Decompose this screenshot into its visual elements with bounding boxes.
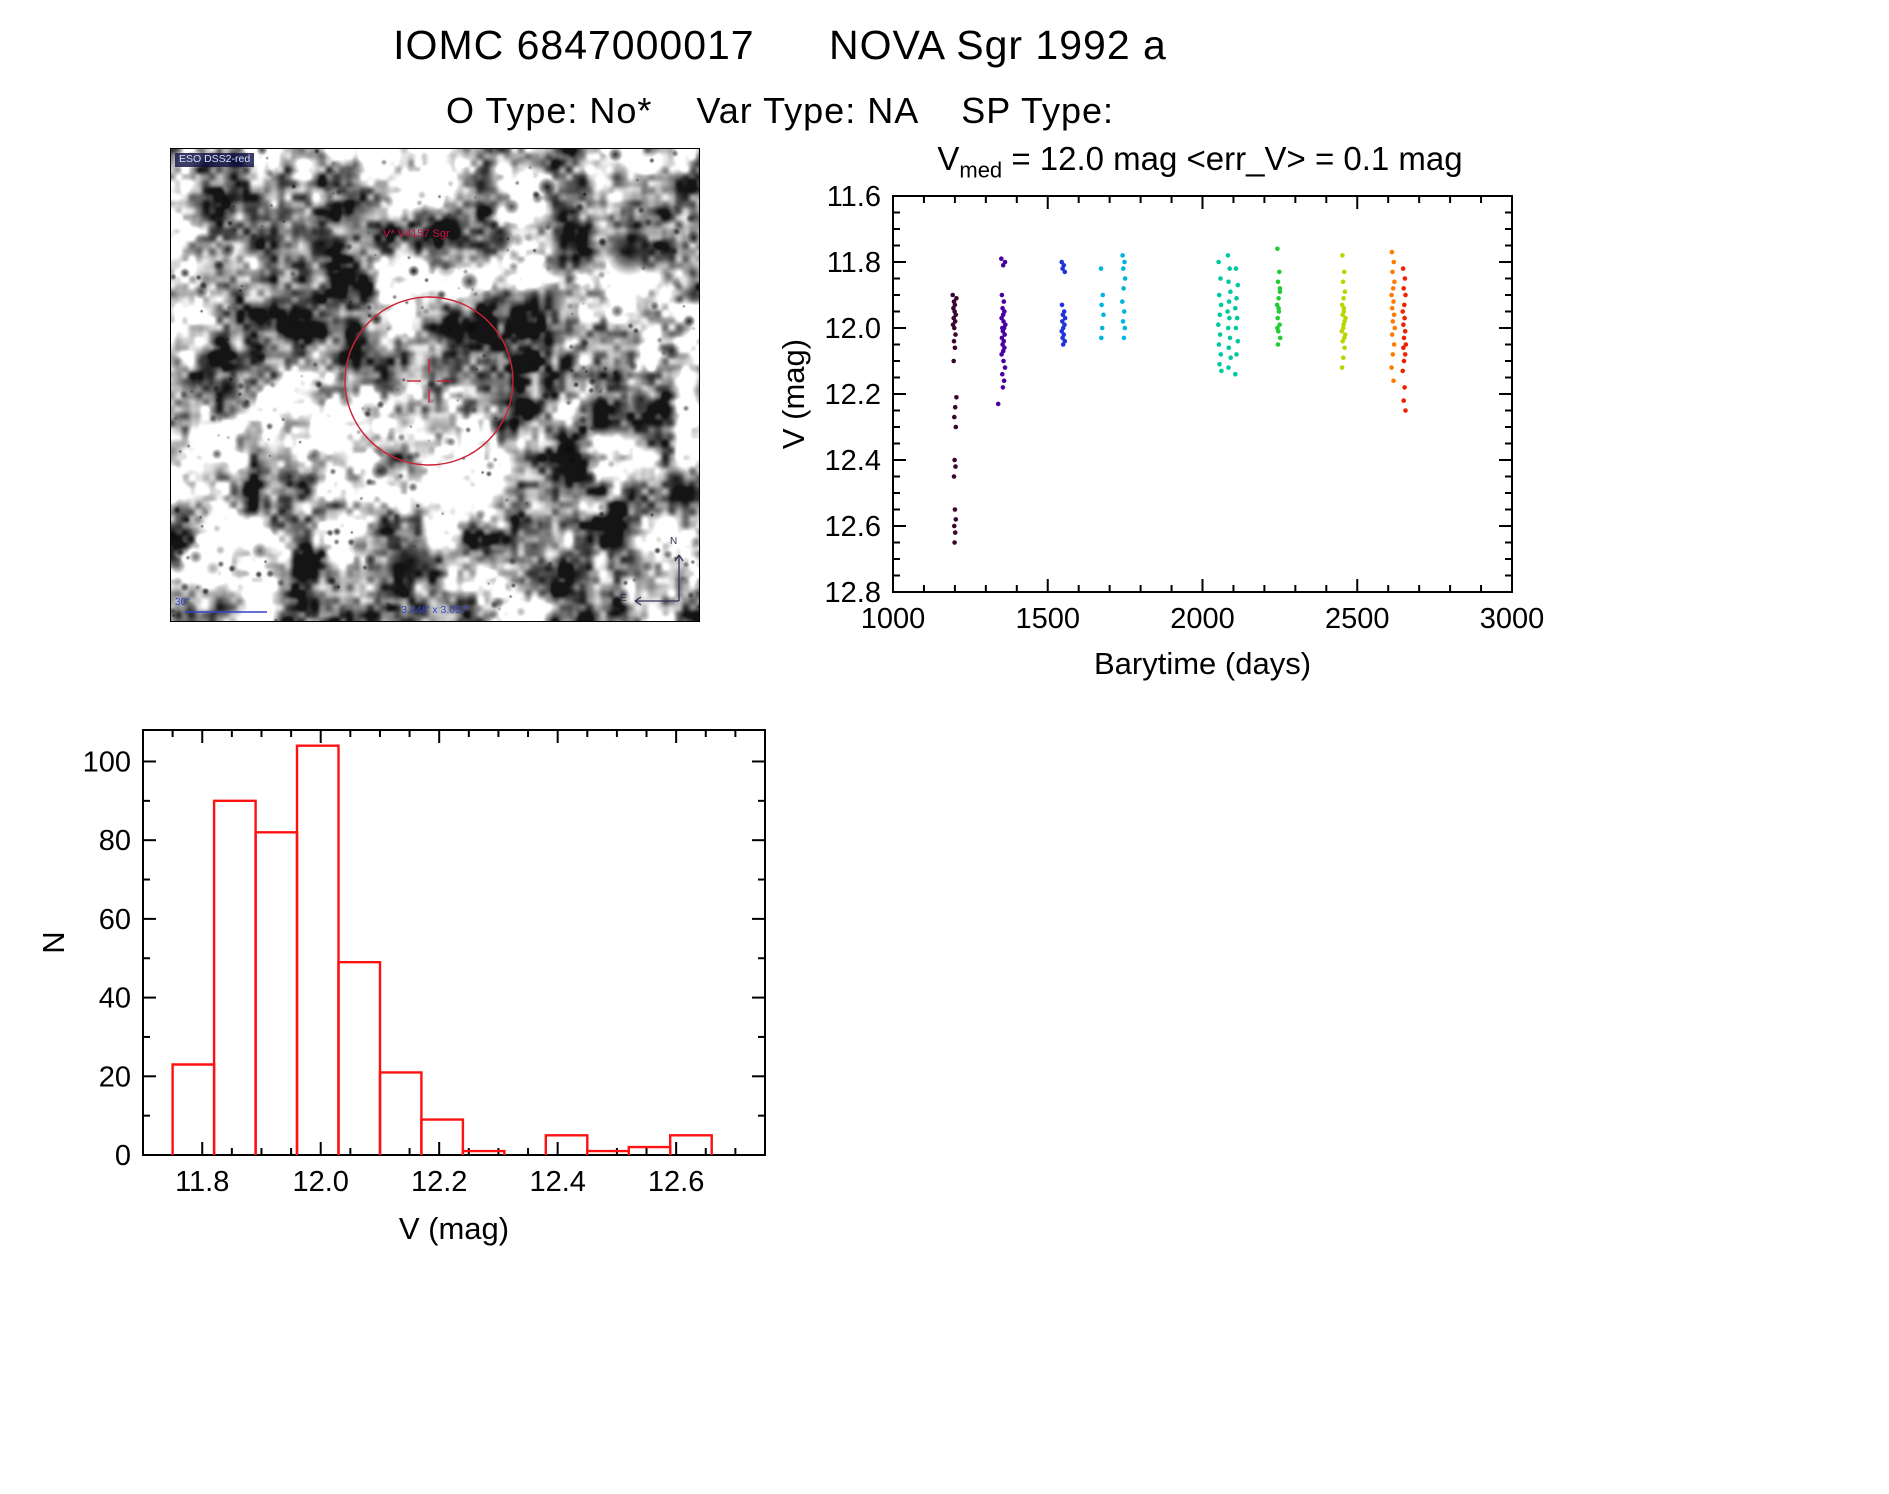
svg-text:1500: 1500 — [1015, 603, 1080, 635]
lightcurve-tick-labels: 1000 1500 2000 2500 3000 11.6 11.8 12.0 12.2 12.4… — [825, 181, 1545, 635]
fov-size-label: 3.448' x 3.057' — [401, 604, 469, 617]
svg-text:1000: 1000 — [861, 603, 926, 635]
page-subtitle: O Type: No* Var Type: NA SP Type: — [446, 90, 1114, 131]
lightcurve-xlabel: Barytime (days) — [1094, 646, 1311, 681]
lightcurve-title-rest: = 12.0 mag <err_V> = 0.1 mag — [1002, 140, 1463, 177]
svg-text:2500: 2500 — [1325, 603, 1390, 635]
target-circle-marker — [344, 296, 514, 466]
histogram-xlabel: V (mag) — [399, 1211, 509, 1246]
svg-text:20: 20 — [99, 1061, 131, 1093]
histogram-bars — [171, 744, 713, 1155]
lightcurve-title: Vmed = 12.0 mag <err_V> = 0.1 mag — [870, 140, 1530, 184]
svg-text:11.6: 11.6 — [827, 181, 881, 213]
lightcurve-plot: 1000 1500 2000 2500 3000 11.6 11.8 12.0 12.2 12.4… — [776, 181, 1545, 681]
svg-text:12.2: 12.2 — [411, 1166, 467, 1198]
compass-east-label: E — [620, 593, 627, 604]
svg-text:12.4: 12.4 — [529, 1166, 585, 1198]
svg-text:12.0: 12.0 — [825, 313, 881, 345]
svg-text:80: 80 — [99, 825, 131, 857]
lightcurve-title-main: V — [937, 140, 960, 177]
lightcurve-axes — [892, 195, 1513, 593]
svg-text:3000: 3000 — [1480, 603, 1545, 635]
histogram-tick-labels: 11.8 12.0 12.2 12.4 12.6 0 20 40 60 80 100 — [83, 746, 705, 1198]
survey-label: ESO DSS2-red — [175, 153, 255, 167]
lightcurve-points — [950, 246, 1409, 545]
star-name-label: V* V4157 Sgr — [383, 228, 450, 240]
svg-text:12.8: 12.8 — [825, 577, 881, 609]
lightcurve-title-sub: med — [959, 157, 1003, 183]
svg-text:11.8: 11.8 — [175, 1166, 229, 1198]
histogram-ylabel: N — [40, 931, 71, 953]
compass-north-label: N — [670, 536, 678, 547]
svg-text:12.6: 12.6 — [825, 511, 881, 543]
svg-text:12.0: 12.0 — [292, 1166, 348, 1198]
finding-chart: ESO DSS2-red V* V4157 Sgr 3.448' x 3.057… — [170, 148, 700, 622]
svg-text:12.4: 12.4 — [825, 445, 881, 477]
svg-text:11.8: 11.8 — [827, 247, 881, 279]
svg-text:2000: 2000 — [1170, 603, 1235, 635]
histogram-plot: 11.8 12.0 12.2 12.4 12.6 0 20 40 60 80 100 V (mag) N — [40, 729, 766, 1246]
svg-text:40: 40 — [99, 983, 131, 1015]
starfield-image — [171, 149, 699, 621]
finding-chart-overlay — [185, 296, 684, 613]
lightcurve-ylabel: V (mag) — [776, 339, 811, 449]
page-title: IOMC 6847000017 NOVA Sgr 1992 a — [393, 22, 1167, 68]
svg-text:100: 100 — [83, 746, 131, 778]
scale-bar-label: 30" — [175, 597, 190, 608]
svg-text:0: 0 — [115, 1140, 131, 1172]
compass-icon — [634, 554, 684, 606]
svg-text:12.2: 12.2 — [825, 379, 881, 411]
svg-text:60: 60 — [99, 904, 131, 936]
svg-text:12.6: 12.6 — [648, 1166, 704, 1198]
histogram-axes — [142, 729, 766, 1156]
